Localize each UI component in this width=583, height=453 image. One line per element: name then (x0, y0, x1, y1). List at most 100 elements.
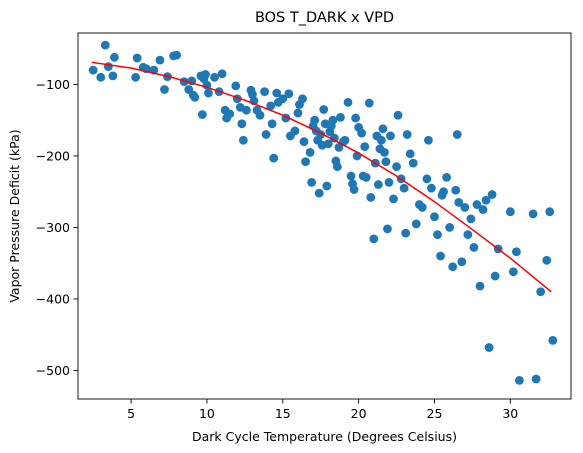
y-tick-label: −100 (36, 77, 70, 92)
data-point (322, 181, 332, 191)
data-point (260, 87, 269, 97)
data-point (399, 183, 409, 193)
data-point (237, 119, 247, 129)
data-point (401, 228, 411, 238)
data-point (366, 193, 376, 202)
y-tick-label: −300 (36, 220, 70, 235)
data-point (307, 178, 317, 187)
data-point (210, 72, 219, 82)
data-point (329, 133, 339, 143)
data-point (132, 53, 142, 63)
data-point (531, 374, 541, 384)
data-point (267, 119, 277, 129)
data-point (131, 72, 141, 82)
data-point (472, 200, 482, 209)
fit-line (91, 61, 552, 293)
x-tick-label: 20 (351, 406, 367, 421)
data-point (384, 178, 394, 187)
data-point (478, 205, 488, 214)
data-point (201, 70, 210, 79)
data-point (439, 187, 448, 197)
axes: 5 10 15 20 25 30 −100 −200 −300 −400 −500 (36, 32, 572, 421)
data-point (88, 65, 98, 75)
data-point (378, 124, 388, 134)
data-point (487, 190, 497, 199)
data-point (323, 139, 333, 149)
data-point (460, 203, 470, 212)
data-point (545, 207, 555, 217)
data-point (463, 230, 473, 239)
data-point (172, 50, 182, 60)
data-point (238, 135, 248, 145)
data-point (204, 88, 213, 98)
axes-frame (77, 32, 572, 400)
data-point (381, 157, 391, 167)
data-point (340, 135, 350, 145)
x-tick-label: 10 (199, 406, 215, 421)
data-point (155, 55, 165, 65)
data-point (369, 234, 379, 244)
data-point (278, 94, 288, 104)
data-point (383, 224, 392, 234)
data-point (343, 97, 353, 107)
chart-title: BOS T_DARK x VPD (255, 10, 394, 26)
data-point (364, 98, 374, 108)
data-point (445, 223, 455, 232)
y-tick-label: −500 (36, 363, 70, 378)
data-point (110, 52, 119, 62)
x-axis-title: Dark Cycle Temperature (Degrees Celsius) (192, 429, 457, 444)
data-point (305, 147, 315, 157)
data-point (301, 157, 310, 167)
data-point (469, 243, 479, 252)
data-point (336, 112, 345, 122)
data-point (231, 81, 241, 91)
data-point (357, 128, 367, 138)
data-point (346, 171, 356, 181)
data-point (427, 183, 436, 193)
data-point (319, 105, 329, 114)
data-point (490, 271, 500, 281)
data-point (466, 214, 476, 224)
data-point (389, 194, 398, 204)
data-point (103, 62, 113, 71)
data-point (351, 113, 360, 123)
data-point (408, 158, 418, 168)
data-point (299, 137, 309, 147)
data-point (266, 101, 276, 111)
data-point (261, 130, 271, 139)
data-point (360, 142, 370, 152)
data-point (536, 287, 546, 297)
data-point (436, 251, 445, 261)
data-point (528, 209, 538, 219)
data-point (310, 115, 320, 125)
data-point (284, 89, 294, 99)
y-tick-label: −200 (36, 148, 70, 163)
data-point (386, 131, 395, 141)
x-tick-label: 30 (502, 406, 518, 421)
data-point (508, 267, 518, 277)
data-point (457, 257, 467, 267)
data-point (108, 71, 118, 81)
data-point (392, 162, 401, 172)
y-axis-title: Vapor Pressure Deficit (kPa) (7, 129, 22, 302)
data-point (100, 40, 110, 50)
data-point (314, 188, 324, 198)
data-point (505, 207, 515, 217)
data-point (448, 262, 458, 272)
data-point (422, 174, 432, 184)
data-point (272, 88, 282, 98)
x-tick-label: 15 (275, 406, 291, 421)
data-point (484, 343, 494, 352)
data-point (298, 94, 307, 104)
data-point (376, 135, 386, 145)
data-point (515, 376, 524, 385)
x-tick-label: 25 (427, 406, 443, 421)
data-point (255, 110, 265, 120)
x-tick-label: 5 (127, 406, 135, 421)
data-point (424, 135, 433, 145)
data-point (548, 335, 558, 345)
data-point (290, 126, 300, 136)
data-point (160, 85, 169, 94)
